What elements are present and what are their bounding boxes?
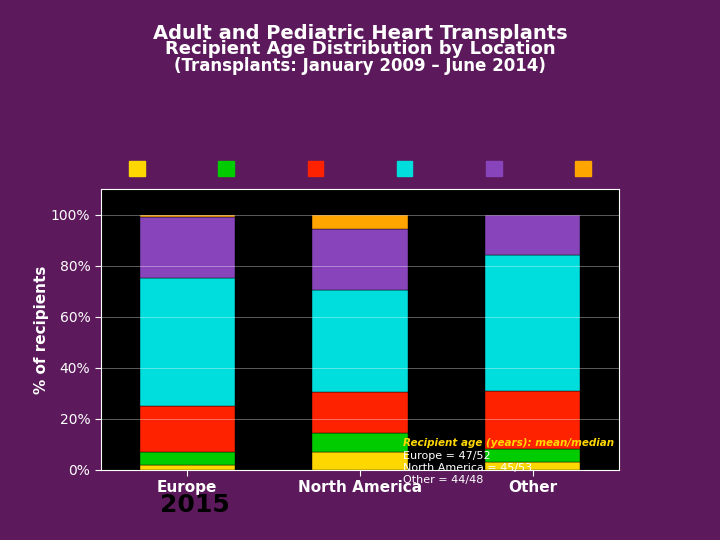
Text: Recipient Age Distribution by Location: Recipient Age Distribution by Location	[165, 40, 555, 58]
Text: (Transplants: January 2009 – June 2014): (Transplants: January 2009 – June 2014)	[174, 57, 546, 75]
Bar	[485, 449, 580, 462]
Bar	[312, 433, 408, 452]
Bar	[312, 228, 408, 290]
Bar	[218, 161, 234, 176]
Bar	[140, 406, 235, 452]
Bar	[307, 161, 323, 176]
Bar	[485, 255, 580, 390]
Bar	[130, 161, 145, 176]
Bar	[140, 465, 235, 470]
Text: Europe = 47/52: Europe = 47/52	[403, 451, 491, 461]
Bar	[140, 278, 235, 406]
Bar	[312, 290, 408, 392]
Bar	[485, 214, 580, 255]
Y-axis label: % of recipients: % of recipients	[34, 265, 49, 394]
Text: Recipient age (years): mean/median: Recipient age (years): mean/median	[403, 437, 614, 448]
Bar	[486, 161, 502, 176]
Text: Adult and Pediatric Heart Transplants: Adult and Pediatric Heart Transplants	[153, 24, 567, 43]
Bar	[140, 214, 235, 217]
Bar	[485, 462, 580, 470]
Bar	[312, 214, 408, 228]
Bar	[140, 217, 235, 278]
Text: 2015: 2015	[160, 493, 229, 517]
Bar	[312, 392, 408, 433]
Text: Other = 44/48: Other = 44/48	[403, 475, 484, 485]
Bar	[312, 452, 408, 470]
Bar	[397, 161, 413, 176]
Bar	[485, 390, 580, 449]
Bar	[140, 452, 235, 465]
Text: North America = 45/53: North America = 45/53	[403, 463, 532, 473]
Bar	[575, 161, 590, 176]
